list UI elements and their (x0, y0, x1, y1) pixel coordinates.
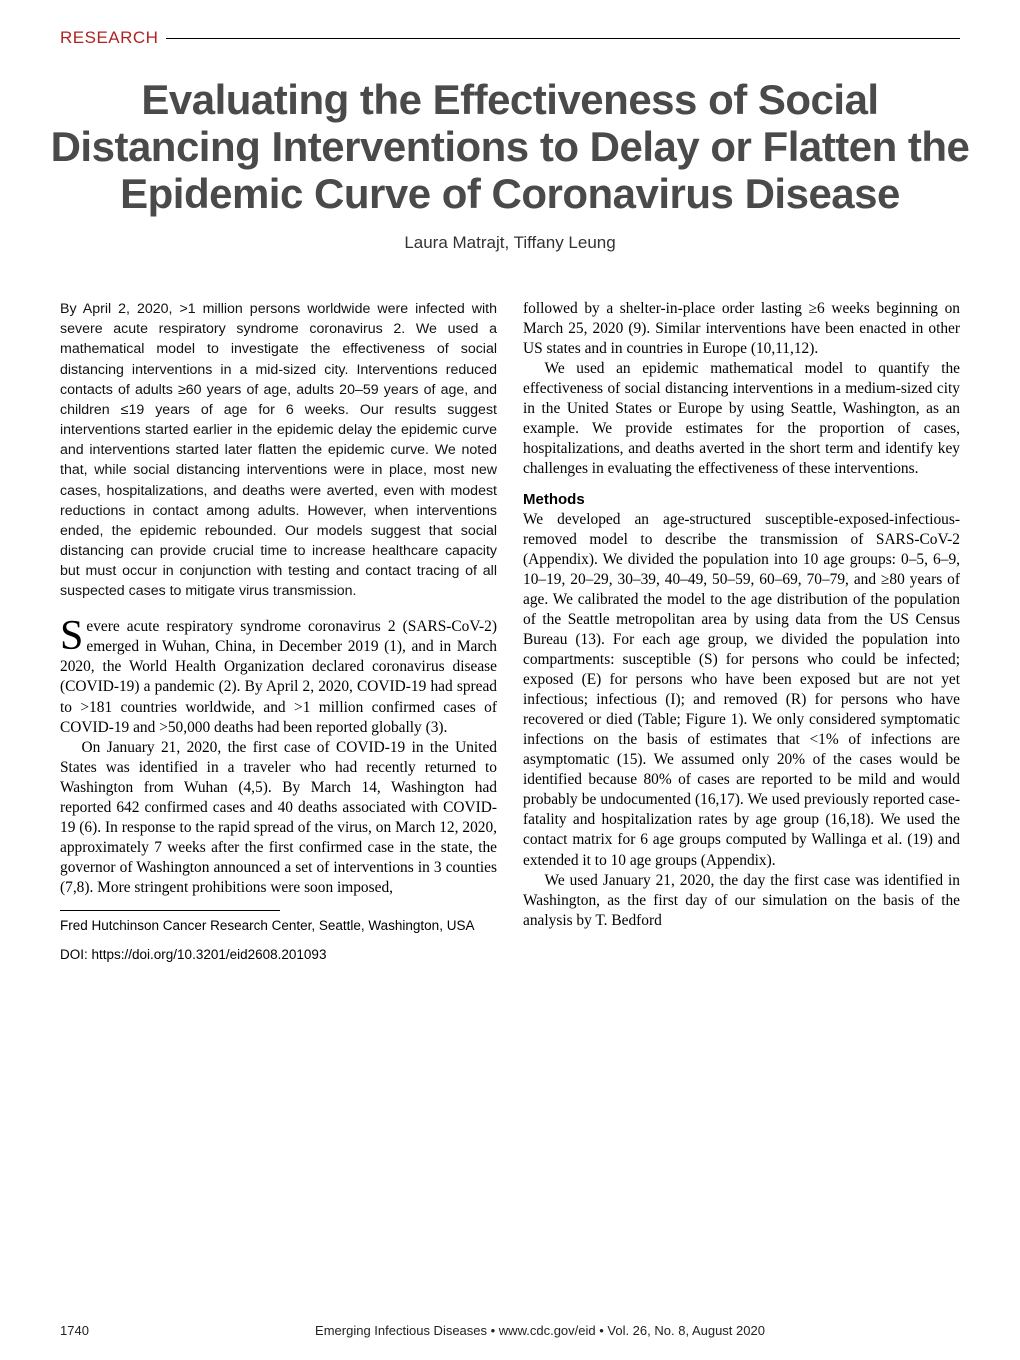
footer-center: Emerging Infectious Diseases • www.cdc.g… (120, 1323, 960, 1338)
right-p4: We used January 21, 2020, the day the fi… (523, 871, 960, 931)
title-block: Evaluating the Effectiveness of Social D… (0, 56, 1020, 223)
methods-heading: Methods (523, 491, 960, 508)
page-footer: 1740 Emerging Infectious Diseases • www.… (0, 1323, 1020, 1338)
right-body-methods: We developed an age-structured susceptib… (523, 510, 960, 930)
right-p1: followed by a shelter-in-place order las… (523, 299, 960, 359)
paper-title: Evaluating the Effectiveness of Social D… (50, 76, 970, 217)
doi-line: DOI: https://doi.org/10.3201/eid2608.201… (60, 947, 497, 962)
body-p1: Severe acute respiratory syndrome corona… (60, 617, 497, 737)
page-number: 1740 (60, 1323, 120, 1338)
affiliation-rule (60, 910, 280, 911)
right-body-top: followed by a shelter-in-place order las… (523, 299, 960, 479)
category-label: RESEARCH (60, 28, 158, 48)
abstract: By April 2, 2020, >1 million persons wor… (60, 299, 497, 601)
p1-text: evere acute respiratory syndrome coronav… (60, 618, 497, 735)
dropcap-s: S (60, 617, 86, 653)
affiliation: Fred Hutchinson Cancer Research Center, … (60, 917, 497, 935)
authors-line: Laura Matrajt, Tiffany Leung (0, 233, 1020, 253)
category-rule (166, 38, 960, 39)
right-column: followed by a shelter-in-place order las… (523, 299, 960, 962)
left-column: By April 2, 2020, >1 million persons wor… (60, 299, 497, 962)
right-p2: We used an epidemic mathematical model t… (523, 359, 960, 479)
left-body: Severe acute respiratory syndrome corona… (60, 617, 497, 897)
two-column-body: By April 2, 2020, >1 million persons wor… (0, 299, 1020, 962)
right-p3: We developed an age-structured susceptib… (523, 510, 960, 870)
body-p2: On January 21, 2020, the first case of C… (60, 738, 497, 898)
category-bar: RESEARCH (0, 0, 1020, 56)
